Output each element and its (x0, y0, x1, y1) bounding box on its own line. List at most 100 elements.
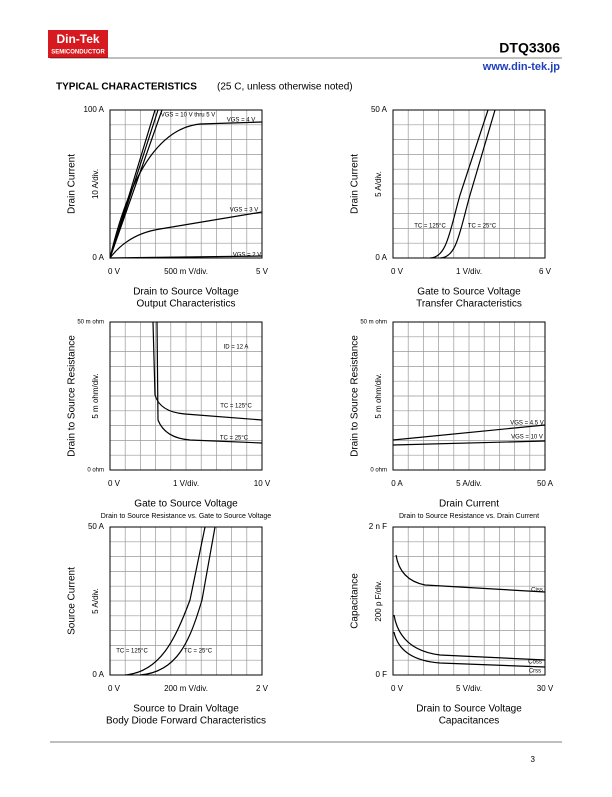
x-right-label: 30 V (537, 684, 554, 693)
caption: Drain to Source Voltage (133, 287, 239, 298)
x-left-label: 0 A (391, 479, 403, 488)
x-right-label: 2 V (256, 684, 269, 693)
y-axis-title: Source Current (67, 567, 78, 635)
x-right-label: 50 A (537, 479, 554, 488)
curve-label: Crss (529, 669, 541, 675)
y-bottom-label: 0 A (92, 253, 104, 262)
y-top-label: 50 A (88, 522, 105, 531)
y-top-label: 50 A (371, 105, 388, 114)
curve-label: VGS = 2 V (233, 253, 262, 259)
caption: Body Diode Forward Characteristics (106, 716, 266, 727)
curve-label: TC = 125°C (116, 649, 148, 655)
y-axis-title: Drain Current (67, 154, 78, 214)
x-mid-label: 200 m V/div. (164, 684, 208, 693)
y-axis-title: Drain to Source Resistance (350, 335, 361, 457)
x-left-label: 0 V (108, 267, 121, 276)
caption: Drain to Source Resistance vs. Gate to S… (101, 513, 272, 520)
y-axis-title: Drain Current (350, 154, 361, 214)
curve (109, 255, 263, 259)
part-number: DTQ3306 (499, 40, 560, 56)
logo-sub: SEMICONDUCTOR (51, 50, 105, 56)
y-bottom-label: 0 A (375, 253, 387, 262)
curve (429, 109, 489, 259)
curve-label: TC = 25°C (468, 224, 497, 230)
section-title: TYPICAL CHARACTERISTICS (56, 82, 197, 93)
curve-label: VGS = 3 V (230, 208, 259, 214)
curve (392, 424, 546, 441)
plot-frame (392, 109, 546, 259)
x-left-label: 0 V (391, 684, 404, 693)
plot-frame (109, 321, 263, 471)
x-mid-label: 5 A/div. (456, 479, 482, 488)
y-division: 5 m ohm/div. (91, 373, 100, 418)
curve-label: VGS = 10 V thru 5 V (161, 113, 216, 119)
plot-frame (109, 526, 263, 676)
curve (109, 121, 263, 259)
y-bottom-label: 0 ohm (87, 468, 104, 474)
x-right-label: 10 V (254, 479, 271, 488)
page-number: 3 (531, 755, 536, 764)
grid (392, 321, 546, 471)
curve (395, 554, 546, 593)
caption: Drain to Source Resistance vs. Drain Cur… (399, 513, 539, 520)
grid (392, 109, 546, 259)
curve (156, 321, 263, 444)
x-left-label: 0 V (391, 267, 404, 276)
curves (109, 109, 546, 676)
curve (152, 321, 263, 421)
curve (392, 440, 546, 446)
plot-frame (392, 526, 546, 676)
y-bottom-label: 0 A (92, 670, 104, 679)
curve-label: VGS = 10 V (511, 435, 543, 441)
y-division: 5 m ohm/div. (374, 373, 383, 418)
section-note: (25 C, unless otherwise noted) (217, 82, 353, 93)
curve (439, 109, 496, 259)
plot-frame (392, 321, 546, 471)
y-bottom-label: 0 F (375, 670, 387, 679)
y-axis-title: Drain to Source Resistance (67, 335, 78, 457)
x-right-label: 5 V (256, 267, 269, 276)
caption: Gate to Source Voltage (134, 499, 238, 510)
curve-label: TC = 25°C (220, 436, 249, 442)
logo-box (48, 30, 108, 58)
curve-label: VGS = 4.5 V (510, 421, 544, 427)
curve (109, 211, 263, 259)
caption: Drain Current (439, 499, 499, 510)
y-top-label: 50 m ohm (77, 320, 104, 326)
y-division: 5 A/div. (374, 171, 383, 197)
curve-label: TC = 125°C (414, 224, 446, 230)
y-top-label: 100 A (84, 105, 105, 114)
grid (392, 526, 546, 676)
curve (139, 526, 216, 676)
x-left-label: 0 V (108, 479, 121, 488)
curve (124, 526, 206, 676)
y-axis-title: Capacitance (350, 573, 361, 629)
x-mid-label: 1 V/div. (173, 479, 199, 488)
y-bottom-label: 0 ohm (370, 468, 387, 474)
x-mid-label: 5 V/div. (456, 684, 482, 693)
caption: Source to Drain Voltage (133, 704, 239, 715)
plot-frame (109, 109, 263, 259)
curve (393, 614, 546, 661)
url: www.din-tek.jp (482, 61, 560, 73)
curve-label: Ciss (531, 588, 543, 594)
curve-label: TC = 125°C (220, 404, 252, 410)
caption: Gate to Source Voltage (417, 287, 521, 298)
y-top-label: 2 n F (369, 522, 387, 531)
y-division: 200 p F/div. (374, 580, 383, 621)
x-right-label: 6 V (539, 267, 552, 276)
caption: Transfer Characteristics (416, 299, 522, 310)
caption: Drain to Source Voltage (416, 704, 522, 715)
curve-label: ID = 12 A (224, 345, 249, 351)
curve-label: Coss (528, 660, 542, 666)
curve-label: VGS = 4 V (227, 118, 256, 124)
caption: Output Characteristics (137, 299, 236, 310)
x-mid-label: 500 m V/div. (164, 267, 208, 276)
y-division: 5 A/div. (91, 588, 100, 614)
caption: Capacitances (439, 716, 500, 727)
curve (393, 631, 546, 668)
curve-label: TC = 25°C (184, 649, 213, 655)
y-top-label: 50 m ohm (360, 320, 387, 326)
